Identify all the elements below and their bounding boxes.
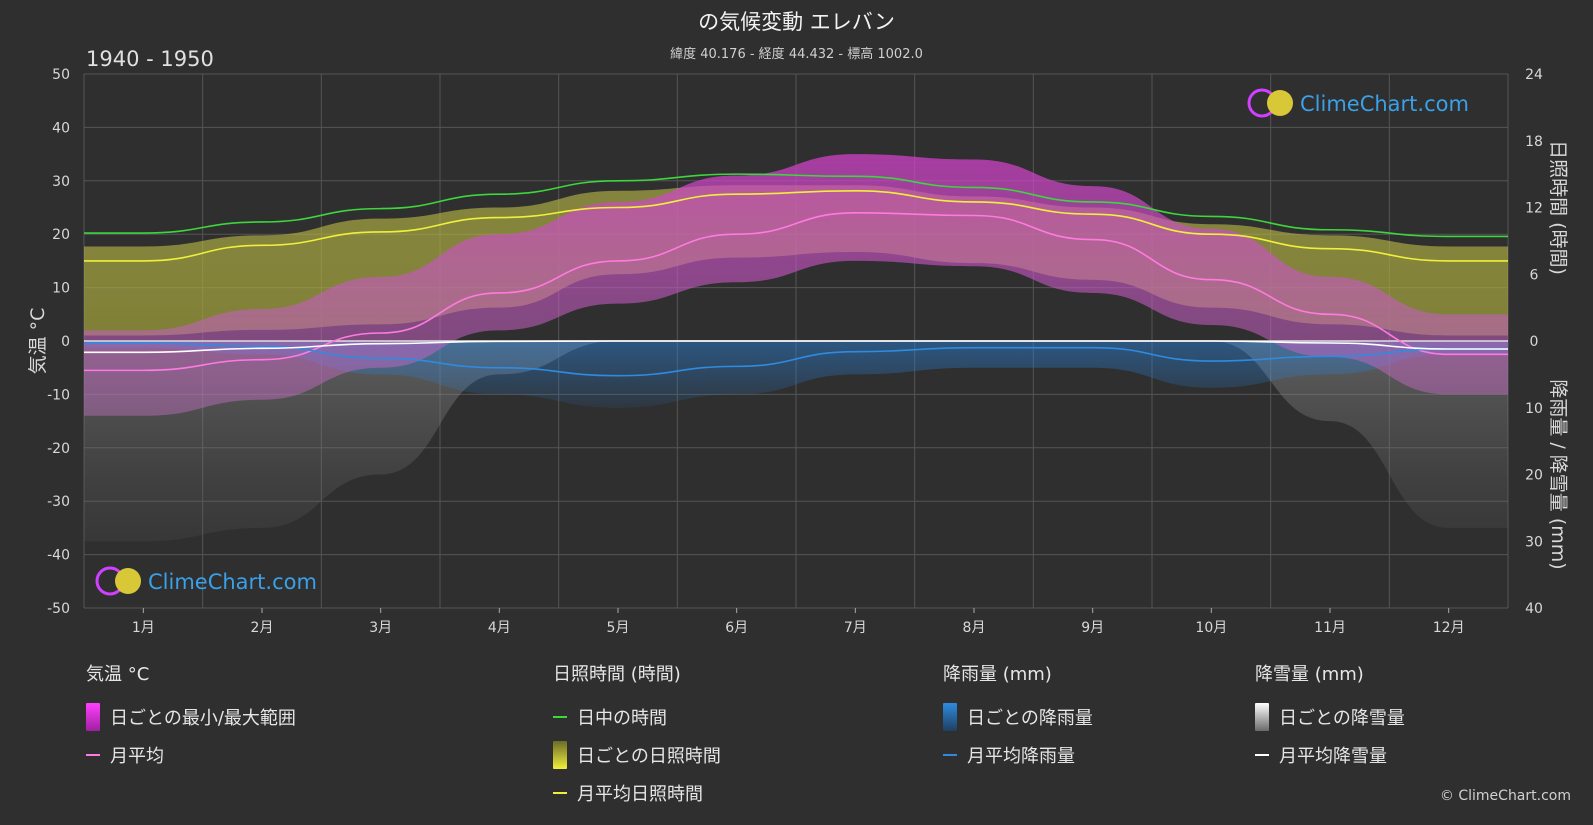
chart-title: の気候変動 エレバン	[698, 10, 895, 34]
copyright: © ClimeChart.com	[1439, 788, 1571, 804]
y-tick-label-left: -40	[47, 548, 70, 564]
legend-rain-title: 降雨量 (mm)	[943, 664, 1052, 685]
y-tick-label-left: 20	[52, 227, 70, 243]
y-tick-label-left: -20	[47, 441, 70, 457]
x-tick-label: 10月	[1195, 620, 1227, 636]
x-tick-label: 3月	[369, 620, 392, 636]
x-tick-label: 5月	[607, 620, 630, 636]
legend-sunshine-daily: 日ごとの日照時間	[553, 736, 721, 774]
brand-logo-bottom: ClimeChart.com	[95, 566, 317, 596]
legend-snow-title: 降雪量 (mm)	[1255, 664, 1364, 685]
logo-sun-icon	[115, 568, 141, 594]
x-tick-label: 4月	[488, 620, 511, 636]
temp-avg-swatch	[86, 754, 100, 756]
x-tick-label: 12月	[1433, 620, 1465, 636]
legend-sun: 日照時間 (時間) 日中の時間 日ごとの日照時間 月平均日照時間	[553, 660, 721, 812]
legend-snow: 降雪量 (mm) 日ごとの降雪量 月平均降雪量	[1255, 660, 1405, 774]
y-tick-label-left: -50	[47, 601, 70, 617]
legend-temp-range: 日ごとの最小/最大範囲	[86, 698, 296, 736]
sunshine-avg-swatch	[553, 792, 567, 794]
y-axis-title-right-bottom: 降雨量 / 降雪量 (mm)	[1547, 379, 1569, 569]
snow-daily-band	[84, 341, 1508, 542]
y-tick-label-right-mm: 10	[1525, 401, 1543, 417]
y-tick-label-right-mm: 30	[1525, 534, 1543, 550]
legend-temp-avg-label: 月平均	[110, 746, 164, 767]
snow-avg-swatch	[1255, 754, 1269, 756]
logo-text: ClimeChart.com	[148, 570, 317, 594]
legend-rain-avg: 月平均降雨量	[943, 736, 1093, 774]
rain-daily-swatch	[943, 703, 957, 731]
y-tick-label-right-hours: 24	[1525, 67, 1543, 83]
x-tick-label: 6月	[725, 620, 748, 636]
chart-subtitle: 緯度 40.176 - 経度 44.432 - 標高 1002.0	[670, 47, 923, 62]
y-tick-label-right-hours: 0	[1530, 334, 1539, 350]
y-tick-label-left: 0	[61, 334, 70, 350]
climate-chart: 50 40 30 20 10 0 -10 -20 -30 -40 -50 24 18 12 6 0 10 20 30…	[27, 67, 1569, 636]
legend-rain: 降雨量 (mm) 日ごとの降雨量 月平均降雨量	[943, 660, 1093, 774]
brand-logo-top: ClimeChart.com	[1247, 88, 1469, 118]
snow-daily-swatch	[1255, 703, 1269, 731]
logo-text: ClimeChart.com	[1300, 92, 1469, 116]
period-label: 1940 - 1950	[86, 47, 214, 71]
y-tick-label-right-mm: 20	[1525, 468, 1543, 484]
logo-sun-icon	[1267, 90, 1293, 116]
y-tick-label-left: 30	[52, 174, 70, 190]
rain-daily-band	[84, 341, 1508, 408]
legend-temp: 気温 °C 日ごとの最小/最大範囲 月平均	[86, 660, 296, 774]
legend-snow-daily: 日ごとの降雪量	[1255, 698, 1405, 736]
legend-temp-avg: 月平均	[86, 736, 296, 774]
sunshine-avg-line	[83, 190, 1508, 262]
legend-sunshine-avg-label: 月平均日照時間	[577, 784, 703, 805]
y-tick-label-right-hours: 18	[1525, 134, 1543, 150]
y-tick-label-left: 10	[52, 281, 70, 297]
sunshine-daily-swatch	[553, 741, 567, 769]
snow-avg-line	[84, 340, 1508, 354]
legend-rain-daily: 日ごとの降雨量	[943, 698, 1093, 736]
y-tick-label-right-hours: 6	[1530, 267, 1539, 283]
legend-sunshine-daily-label: 日ごとの日照時間	[577, 746, 721, 767]
y-axis-title-right-top: 日照時間 (時間)	[1547, 140, 1569, 275]
legend-temp-title: 気温 °C	[86, 664, 150, 685]
y-tick-label-right-hours: 12	[1525, 201, 1543, 217]
legend-daylight: 日中の時間	[553, 698, 721, 736]
y-tick-label-left: 50	[52, 67, 70, 83]
legend-snow-avg-label: 月平均降雪量	[1279, 746, 1387, 767]
y-tick-label-right-mm: 40	[1525, 601, 1543, 617]
legend-temp-range-label: 日ごとの最小/最大範囲	[110, 708, 296, 729]
x-tick-label: 8月	[963, 620, 986, 636]
rain-avg-swatch	[943, 754, 957, 756]
temp-range-band	[84, 154, 1508, 416]
y-tick-label-left: 40	[52, 120, 70, 136]
temp-range-swatch	[86, 703, 100, 731]
y-axis-title-left: 気温 °C	[27, 308, 49, 375]
x-tick-label: 7月	[844, 620, 867, 636]
daylight-swatch	[553, 716, 567, 718]
y-tick-label-left: -10	[47, 387, 70, 403]
x-tick-label: 1月	[132, 620, 155, 636]
daylight-line	[83, 173, 1508, 238]
x-tick-label: 11月	[1314, 620, 1346, 636]
legend-snow-daily-label: 日ごとの降雪量	[1279, 708, 1405, 729]
y-tick-label-left: -30	[47, 494, 70, 510]
legend-sun-title: 日照時間 (時間)	[553, 664, 681, 685]
legend-rain-avg-label: 月平均降雨量	[967, 746, 1075, 767]
legend-sunshine-avg: 月平均日照時間	[553, 774, 721, 812]
legend-rain-daily-label: 日ごとの降雨量	[967, 708, 1093, 729]
rain-avg-line	[84, 342, 1508, 377]
x-tick-label: 2月	[251, 620, 274, 636]
legend-daylight-label: 日中の時間	[577, 708, 667, 729]
legend-snow-avg: 月平均降雪量	[1255, 736, 1405, 774]
x-tick-label: 9月	[1081, 620, 1104, 636]
